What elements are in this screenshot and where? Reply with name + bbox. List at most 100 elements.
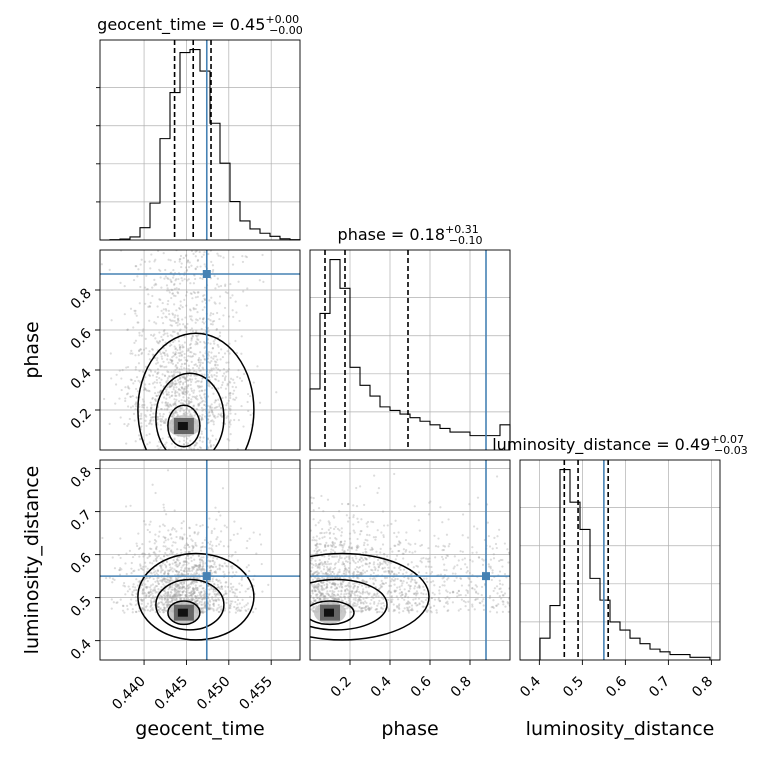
sample-point [362,588,365,591]
sample-point [154,558,157,561]
sample-point [233,398,237,401]
sample-point [144,577,147,580]
sample-point [154,533,157,536]
sample-point [156,603,159,606]
sample-point [190,590,193,593]
sample-point [184,566,187,569]
sample-point [185,304,188,307]
sample-point [403,588,406,591]
sample-point [328,531,332,534]
sample-point [178,352,181,355]
sample-point [465,571,468,574]
sample-point [397,571,400,575]
sample-point [234,592,237,595]
sample-point [231,392,235,395]
sample-point [441,577,444,580]
sample-point [193,374,196,377]
sample-point [201,320,204,324]
sample-point [318,563,322,566]
sample-point [398,540,401,543]
sample-point [229,582,233,585]
sample-point [162,577,166,581]
sample-point [209,555,212,558]
sample-point [170,384,173,388]
sample-point [372,520,375,524]
sample-point [162,523,165,526]
sample-point [164,268,167,272]
sample-point [163,555,166,558]
sample-point [343,572,346,575]
sample-point [123,285,126,288]
sample-point [144,388,147,391]
sample-point [466,590,469,593]
sample-point [160,420,163,423]
sample-point [212,420,215,423]
sample-point [199,369,202,372]
sample-point [171,567,174,570]
sample-point [208,588,211,591]
sample-point [315,573,319,576]
sample-point [226,382,229,385]
sample-point [156,569,159,572]
sample-point [181,390,184,394]
sample-point [482,604,485,607]
sample-point [157,605,160,608]
sample-point [196,258,200,262]
y-tick-label: 0.4 [68,365,95,392]
sample-point [491,547,494,550]
sample-point [176,590,179,593]
sample-point [419,544,422,547]
sample-point [188,410,191,414]
sample-point [191,335,194,338]
sample-point [321,536,324,539]
sample-point [498,528,501,531]
sample-point [338,529,341,532]
sample-point [201,567,204,570]
sample-point [208,543,212,546]
sample-point [448,597,451,600]
sample-point [150,416,153,419]
sample-point [134,588,137,592]
sample-point [166,303,169,306]
sample-point [474,590,478,593]
sample-point [359,602,362,605]
sample-point [182,443,186,447]
sample-point [328,568,331,572]
sample-point [174,379,177,383]
sample-point [235,396,238,399]
sample-point [335,587,339,590]
sample-point [196,338,199,341]
density-peak [177,608,188,617]
sample-point [345,592,348,595]
sample-point [179,590,182,593]
sample-point [147,389,150,392]
sample-point [379,586,382,590]
sample-point [371,548,374,551]
sample-point [334,582,337,586]
sample-point [313,587,316,590]
sample-point [355,546,359,549]
sample-point [501,565,504,568]
sample-point [457,559,460,562]
sample-point [139,438,142,441]
sample-point [138,546,142,550]
sample-point [386,524,389,527]
sample-point [173,595,177,599]
sample-point [164,596,167,599]
sample-point [168,603,171,606]
sample-point [176,548,179,551]
sample-point [170,382,173,385]
sample-point [152,571,156,574]
sample-point [180,573,183,576]
sample-point [198,369,201,372]
sample-point [157,601,161,604]
sample-point [353,601,356,604]
sample-point [217,510,220,513]
sample-point [162,420,165,423]
sample-point [360,606,363,610]
sample-point [430,596,433,600]
sample-point [220,530,223,533]
sample-point [199,607,202,610]
sample-point [170,577,173,580]
sample-point [170,537,173,540]
